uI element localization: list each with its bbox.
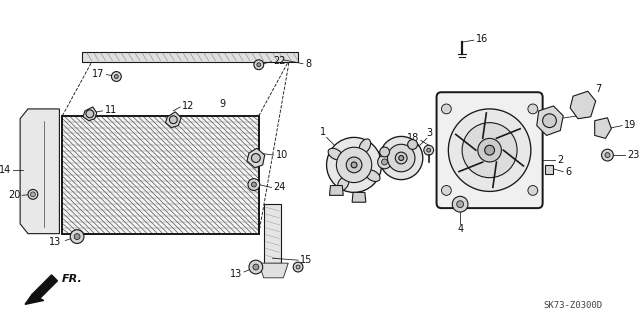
Circle shape <box>543 114 556 128</box>
Text: 15: 15 <box>300 255 312 265</box>
Circle shape <box>86 110 94 118</box>
Circle shape <box>248 179 260 190</box>
Circle shape <box>254 60 264 70</box>
Text: 4: 4 <box>457 224 463 234</box>
Circle shape <box>457 201 463 208</box>
Polygon shape <box>259 263 288 278</box>
Circle shape <box>351 162 357 168</box>
FancyBboxPatch shape <box>436 92 543 208</box>
Circle shape <box>427 148 431 152</box>
Circle shape <box>605 152 610 158</box>
Polygon shape <box>166 112 181 128</box>
Text: 1: 1 <box>321 127 326 137</box>
Text: 9: 9 <box>220 99 225 109</box>
Circle shape <box>442 186 451 195</box>
Text: 16: 16 <box>476 34 488 44</box>
Circle shape <box>528 186 538 195</box>
Circle shape <box>257 63 260 67</box>
Circle shape <box>28 189 38 199</box>
Circle shape <box>408 140 417 149</box>
Circle shape <box>462 123 517 178</box>
Text: SK73-Z0300D: SK73-Z0300D <box>543 301 603 310</box>
Circle shape <box>253 264 259 270</box>
Circle shape <box>249 260 263 274</box>
Circle shape <box>170 116 177 124</box>
Polygon shape <box>20 109 60 234</box>
Circle shape <box>528 104 538 114</box>
Polygon shape <box>32 275 58 300</box>
Text: 10: 10 <box>275 150 288 160</box>
Text: 24: 24 <box>273 182 286 192</box>
Text: 19: 19 <box>624 120 636 130</box>
Polygon shape <box>570 91 596 119</box>
Polygon shape <box>247 148 265 168</box>
Polygon shape <box>330 186 343 195</box>
Text: 6: 6 <box>565 167 572 177</box>
Text: 7: 7 <box>596 84 602 94</box>
Text: 2: 2 <box>557 155 564 165</box>
Circle shape <box>378 155 392 169</box>
Circle shape <box>602 149 613 161</box>
Circle shape <box>442 104 451 114</box>
Circle shape <box>478 138 501 162</box>
Circle shape <box>387 144 415 172</box>
Text: 17: 17 <box>92 69 104 78</box>
Circle shape <box>452 196 468 212</box>
Text: 5: 5 <box>580 110 586 120</box>
Bar <box>62 116 259 234</box>
Circle shape <box>70 230 84 243</box>
Circle shape <box>424 145 434 155</box>
Polygon shape <box>595 118 611 138</box>
Text: 21: 21 <box>396 142 409 152</box>
Text: 23: 23 <box>627 150 639 160</box>
Polygon shape <box>82 52 298 62</box>
Ellipse shape <box>337 176 349 191</box>
Circle shape <box>252 154 260 162</box>
Circle shape <box>31 192 35 197</box>
Circle shape <box>380 137 423 180</box>
Circle shape <box>326 137 381 192</box>
Bar <box>62 116 259 234</box>
Circle shape <box>74 234 80 240</box>
Ellipse shape <box>359 139 371 153</box>
Circle shape <box>293 262 303 272</box>
Bar <box>264 204 282 263</box>
Circle shape <box>296 265 300 269</box>
Text: 20: 20 <box>8 190 20 200</box>
Circle shape <box>252 182 257 187</box>
Circle shape <box>484 145 495 155</box>
Circle shape <box>396 152 407 164</box>
Text: 12: 12 <box>182 101 195 111</box>
Text: 13: 13 <box>49 236 61 247</box>
Ellipse shape <box>365 170 380 182</box>
Circle shape <box>449 109 531 191</box>
Polygon shape <box>25 294 44 304</box>
Polygon shape <box>83 107 97 121</box>
Circle shape <box>346 157 362 173</box>
Circle shape <box>337 147 372 182</box>
Text: 13: 13 <box>230 269 242 279</box>
Circle shape <box>115 75 118 78</box>
Text: 11: 11 <box>104 105 117 115</box>
Polygon shape <box>352 192 366 202</box>
Text: 3: 3 <box>427 128 433 138</box>
Ellipse shape <box>328 148 342 160</box>
Polygon shape <box>537 106 563 136</box>
Text: 18: 18 <box>406 133 419 143</box>
Bar <box>545 165 554 174</box>
Text: FR.: FR. <box>61 274 82 284</box>
Circle shape <box>399 156 404 160</box>
Text: 8: 8 <box>305 59 311 69</box>
Circle shape <box>381 159 387 165</box>
Circle shape <box>380 147 390 157</box>
Text: 14: 14 <box>0 165 12 175</box>
Text: 22: 22 <box>273 56 286 66</box>
Circle shape <box>111 71 122 81</box>
